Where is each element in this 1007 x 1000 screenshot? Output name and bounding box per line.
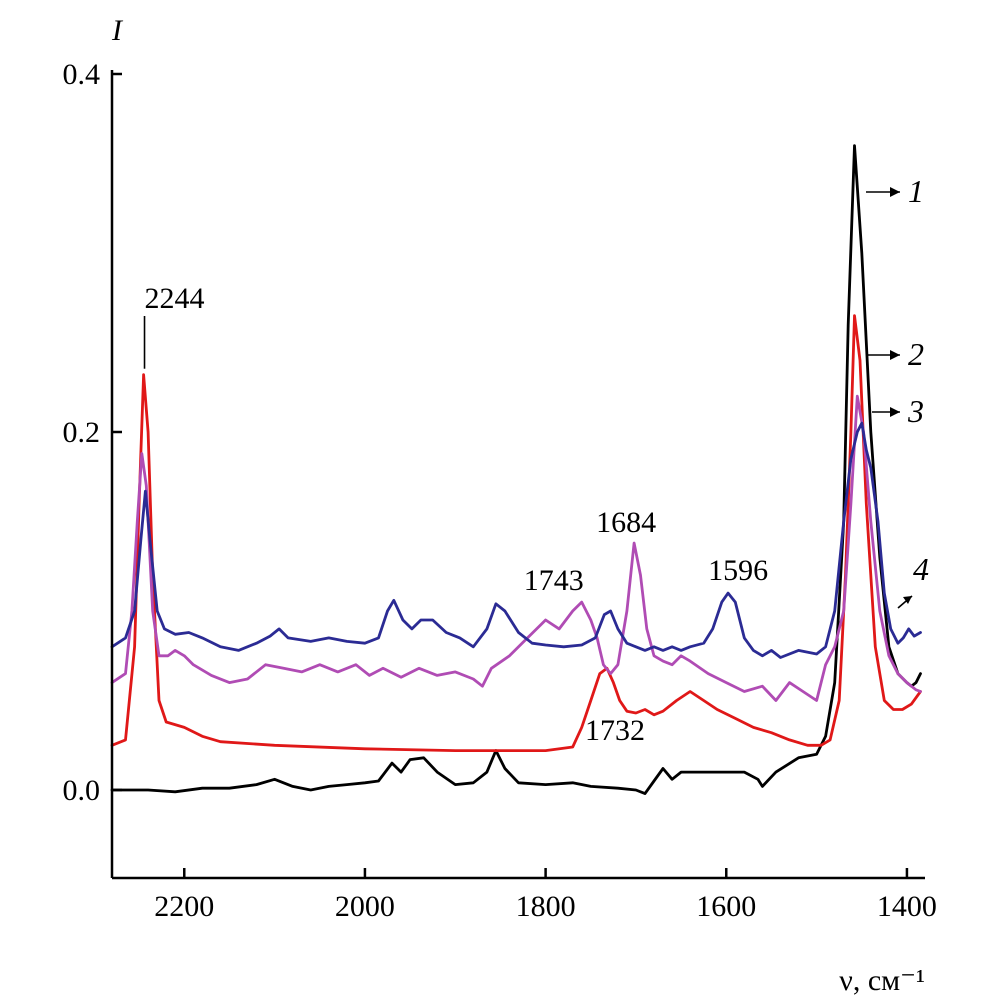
series-line-1	[110, 144, 922, 795]
axes-layer	[110, 70, 925, 880]
annotation-1732: 1732	[585, 714, 645, 747]
annotation-1743: 1743	[524, 564, 584, 597]
ticks-layer: 2200 2000 1800 1600 1400 0.0 0.2 0.4	[63, 58, 937, 923]
y-tick-label: 0.4	[63, 58, 101, 91]
x-tick-label: 2200	[154, 890, 214, 923]
y-axis-title: I	[111, 14, 124, 47]
series-label-4: 4	[913, 551, 929, 587]
series-label-1: 1	[908, 173, 924, 209]
x-tick-label: 1800	[516, 890, 576, 923]
series-label-2: 2	[908, 336, 924, 372]
y-tick-label: 0.0	[63, 774, 101, 807]
series-layer	[110, 144, 922, 795]
series-line-4	[110, 421, 922, 659]
x-tick-label: 2000	[335, 890, 395, 923]
series-line-3	[110, 394, 922, 702]
annotation-2244: 2244	[145, 282, 205, 315]
arrowhead	[890, 407, 900, 417]
x-axis-title: ν, см⁻¹	[839, 964, 925, 997]
annotation-layer: 2244 1743 1684 1596 1732	[143, 282, 768, 747]
annotation-1684: 1684	[596, 506, 656, 539]
x-tick-label: 1400	[877, 890, 937, 923]
arrowhead	[890, 350, 900, 360]
x-tick-label: 1600	[696, 890, 756, 923]
arrowhead	[903, 596, 912, 604]
annotation-1596: 1596	[708, 554, 768, 587]
series-label-3: 3	[907, 393, 924, 429]
series-line-2	[110, 314, 922, 752]
y-tick-label: 0.2	[63, 416, 101, 449]
arrowhead	[890, 187, 900, 197]
series-label-layer: 1 2 3 4	[866, 173, 929, 609]
